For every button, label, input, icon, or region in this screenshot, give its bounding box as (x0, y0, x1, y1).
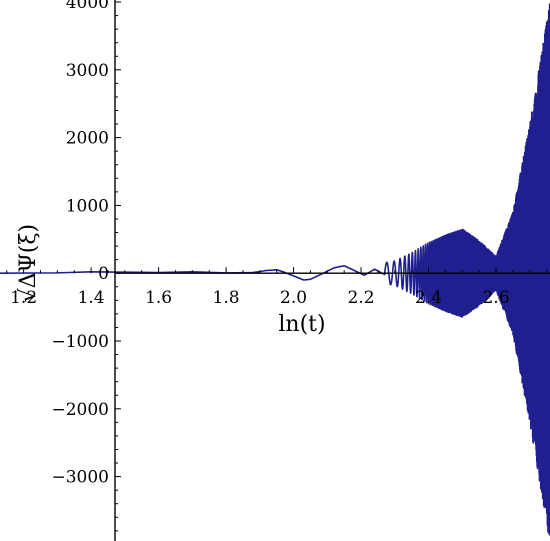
x-tick-label: 2.4 (415, 288, 442, 308)
y-tick-label: 3000 (66, 61, 109, 81)
y-tick-label: 2000 (66, 129, 109, 149)
series-layer (0, 3, 550, 536)
x-tick-label: 2.0 (280, 288, 307, 308)
y-tick-label: −1000 (51, 332, 109, 352)
axes (114, 0, 550, 541)
x-tick-label: 1.2 (10, 288, 37, 308)
x-tick-label: 1.4 (78, 288, 105, 308)
x-axis-title: ln(t) (278, 312, 325, 337)
x-tick-label: 1.6 (145, 288, 172, 308)
series-line (0, 3, 550, 536)
y-tick-label: 1000 (66, 196, 109, 216)
y-tick-label: −2000 (51, 400, 109, 420)
x-tick-label: 2.2 (348, 288, 375, 308)
x-tick-label: 2.6 (482, 288, 509, 308)
y-axis-title: √ΔΨ(ξ) (16, 224, 41, 302)
y-tick-label: 4000 (66, 0, 109, 13)
ticks: 1.2 1.4 1.6 1.8 2.0 2.2 2.4 2.6 4000 3000 2000 1000… (6, 0, 548, 532)
y-tick-label: −3000 (51, 468, 109, 488)
x-tick-label: 1.8 (213, 288, 240, 308)
y-tick-label: 0 (98, 264, 109, 284)
